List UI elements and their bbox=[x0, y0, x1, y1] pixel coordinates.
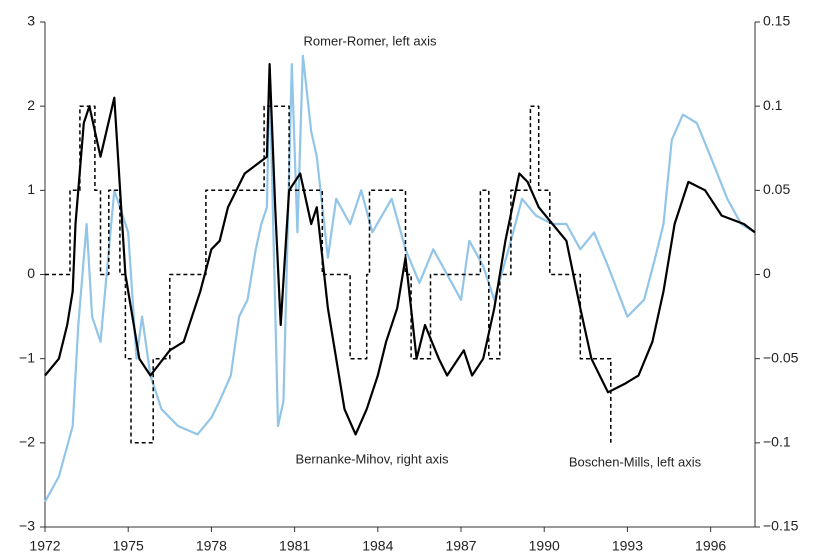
series-line bbox=[45, 105, 612, 444]
x-tick-label: 1984 bbox=[362, 538, 393, 554]
x-tick-label: 1993 bbox=[612, 538, 643, 554]
x-tick-label: 1990 bbox=[529, 538, 560, 554]
y-tick-label: 1 bbox=[27, 181, 35, 197]
y2-tick-label: −0.1 bbox=[763, 434, 791, 450]
x-tick-label: 1981 bbox=[279, 538, 310, 554]
x-tick-label: 1975 bbox=[113, 538, 144, 554]
series-line bbox=[44, 54, 756, 503]
series-label: Boschen-Mills, left axis bbox=[569, 454, 702, 469]
y-tick-label: 3 bbox=[27, 13, 35, 29]
y2-tick-label: 0 bbox=[763, 265, 771, 281]
y-tick-label: 2 bbox=[27, 97, 35, 113]
y-tick-label: 0 bbox=[27, 265, 35, 281]
y-tick-label: −1 bbox=[19, 349, 35, 365]
x-tick-label: 1972 bbox=[29, 538, 60, 554]
y-tick-label: −2 bbox=[19, 434, 35, 450]
x-tick-label: 1978 bbox=[196, 538, 227, 554]
y-tick-label: −3 bbox=[19, 518, 35, 534]
series-label: Romer-Romer, left axis bbox=[304, 33, 437, 48]
series-label: Bernanke-Mihov, right axis bbox=[296, 451, 449, 466]
x-tick-label: 1996 bbox=[695, 538, 726, 554]
y2-tick-label: −0.15 bbox=[763, 518, 799, 534]
series-line bbox=[44, 62, 756, 436]
x-tick-label: 1987 bbox=[445, 538, 476, 554]
y2-tick-label: 0.05 bbox=[763, 181, 790, 197]
y2-tick-label: 0.15 bbox=[763, 13, 790, 29]
y2-tick-label: 0.1 bbox=[763, 97, 783, 113]
y2-tick-label: −0.05 bbox=[763, 349, 799, 365]
